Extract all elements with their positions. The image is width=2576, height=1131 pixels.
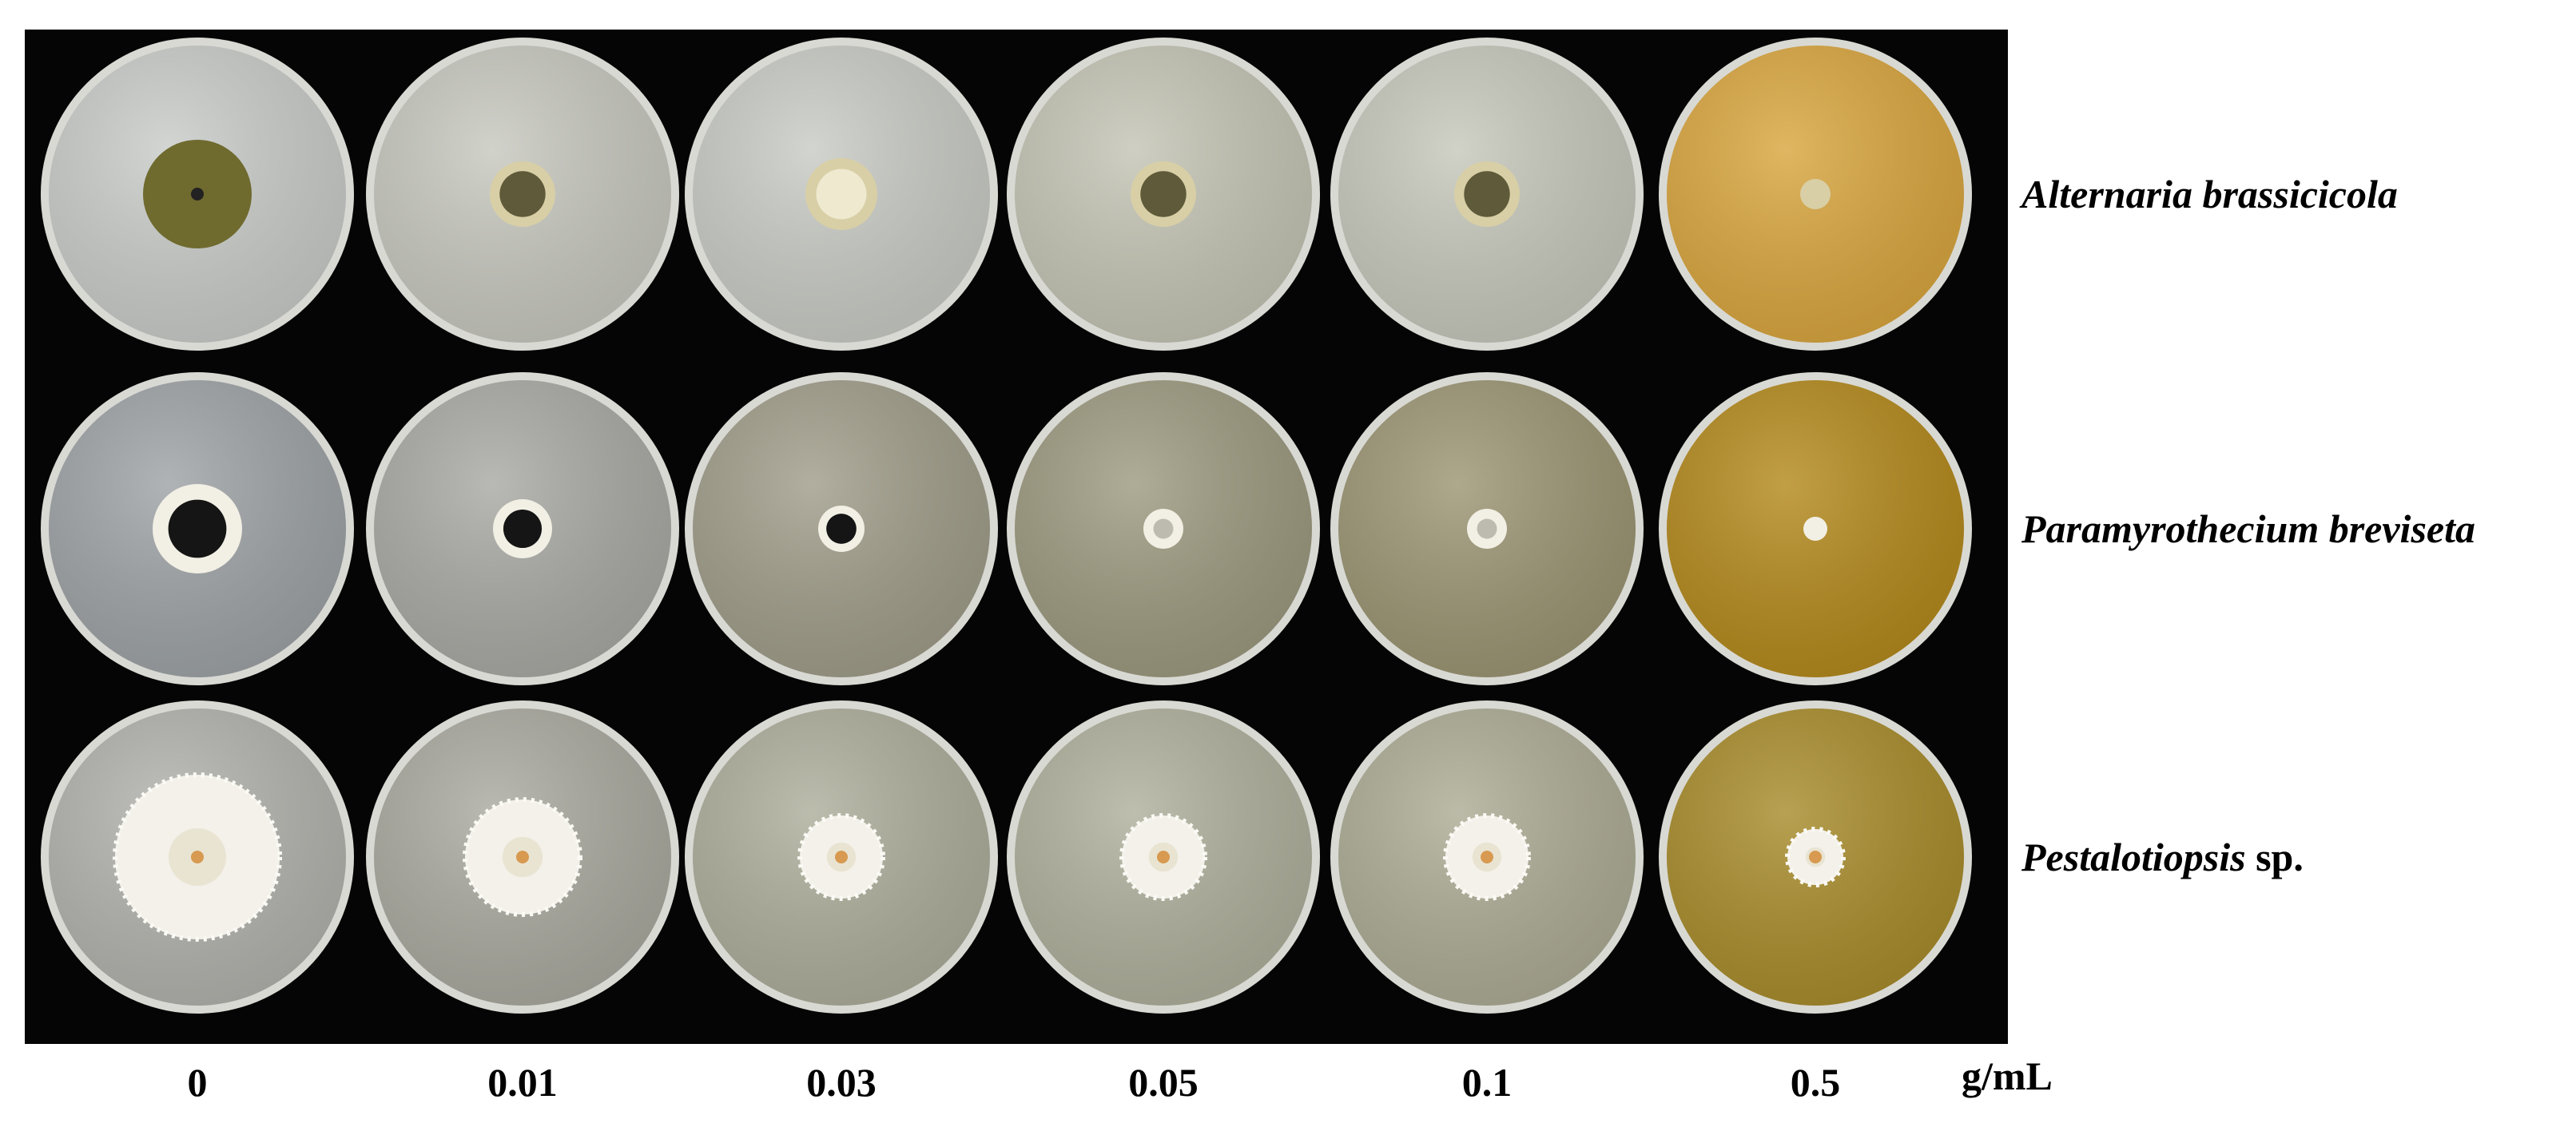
petri-dish [1007, 372, 1320, 685]
petri-dish [1659, 372, 1972, 685]
petri-dish [41, 38, 354, 351]
row-label: Pestalotiopsis sp. [2021, 834, 2304, 880]
concentration-label: 0.5 [1790, 1060, 1841, 1105]
dish-grid [41, 38, 1972, 1014]
colony-core [835, 851, 848, 863]
concentration-label: 0.1 [1461, 1060, 1513, 1105]
concentration-label: 0.03 [806, 1060, 877, 1105]
row-label: Alternaria brassicicola [2021, 171, 2398, 217]
petri-dish [685, 372, 998, 685]
petri-dish [685, 700, 998, 1014]
petri-dish [366, 38, 679, 351]
colony-core [1481, 851, 1493, 863]
concentration-label: 0.05 [1128, 1060, 1199, 1105]
colony-center [191, 188, 204, 200]
colony-center [503, 509, 543, 549]
petri-dish [41, 372, 354, 685]
petri-dish [41, 700, 354, 1014]
species-name: Paramyrothecium breviseta [2021, 506, 2475, 551]
colony-core [1157, 851, 1170, 863]
petri-dish [366, 700, 679, 1014]
petri-dish [1659, 38, 1972, 351]
unit-label: g/mL [1962, 1054, 2053, 1098]
colony-core [516, 851, 529, 863]
petri-dish [1659, 700, 1972, 1014]
colony-center [1464, 171, 1510, 217]
species-suffix: sp. [2256, 835, 2304, 879]
colony-core [191, 851, 204, 863]
colony-center [1153, 518, 1174, 539]
petri-dish [1007, 700, 1320, 1014]
colony-center [168, 499, 227, 558]
row-label: Paramyrothecium breviseta [2021, 506, 2475, 552]
concentration-label: 0 [187, 1060, 208, 1105]
colony-center [1140, 171, 1187, 217]
species-name: Pestalotiopsis [2021, 835, 2246, 879]
petri-dish [1007, 38, 1320, 351]
colony-center [826, 514, 857, 544]
concentration-label: 0.01 [487, 1060, 558, 1105]
petri-dish [685, 38, 998, 351]
colony-center [816, 169, 867, 220]
colony [1800, 179, 1831, 209]
colony-center [1477, 518, 1497, 539]
colony-core [1809, 851, 1822, 863]
species-name: Alternaria brassicicola [2021, 172, 2398, 216]
petri-dish [1330, 372, 1644, 685]
petri-dish [1330, 38, 1644, 351]
petri-dish [1330, 700, 1644, 1014]
colony [1803, 517, 1827, 541]
colony-center [499, 171, 546, 217]
petri-dish [366, 372, 679, 685]
